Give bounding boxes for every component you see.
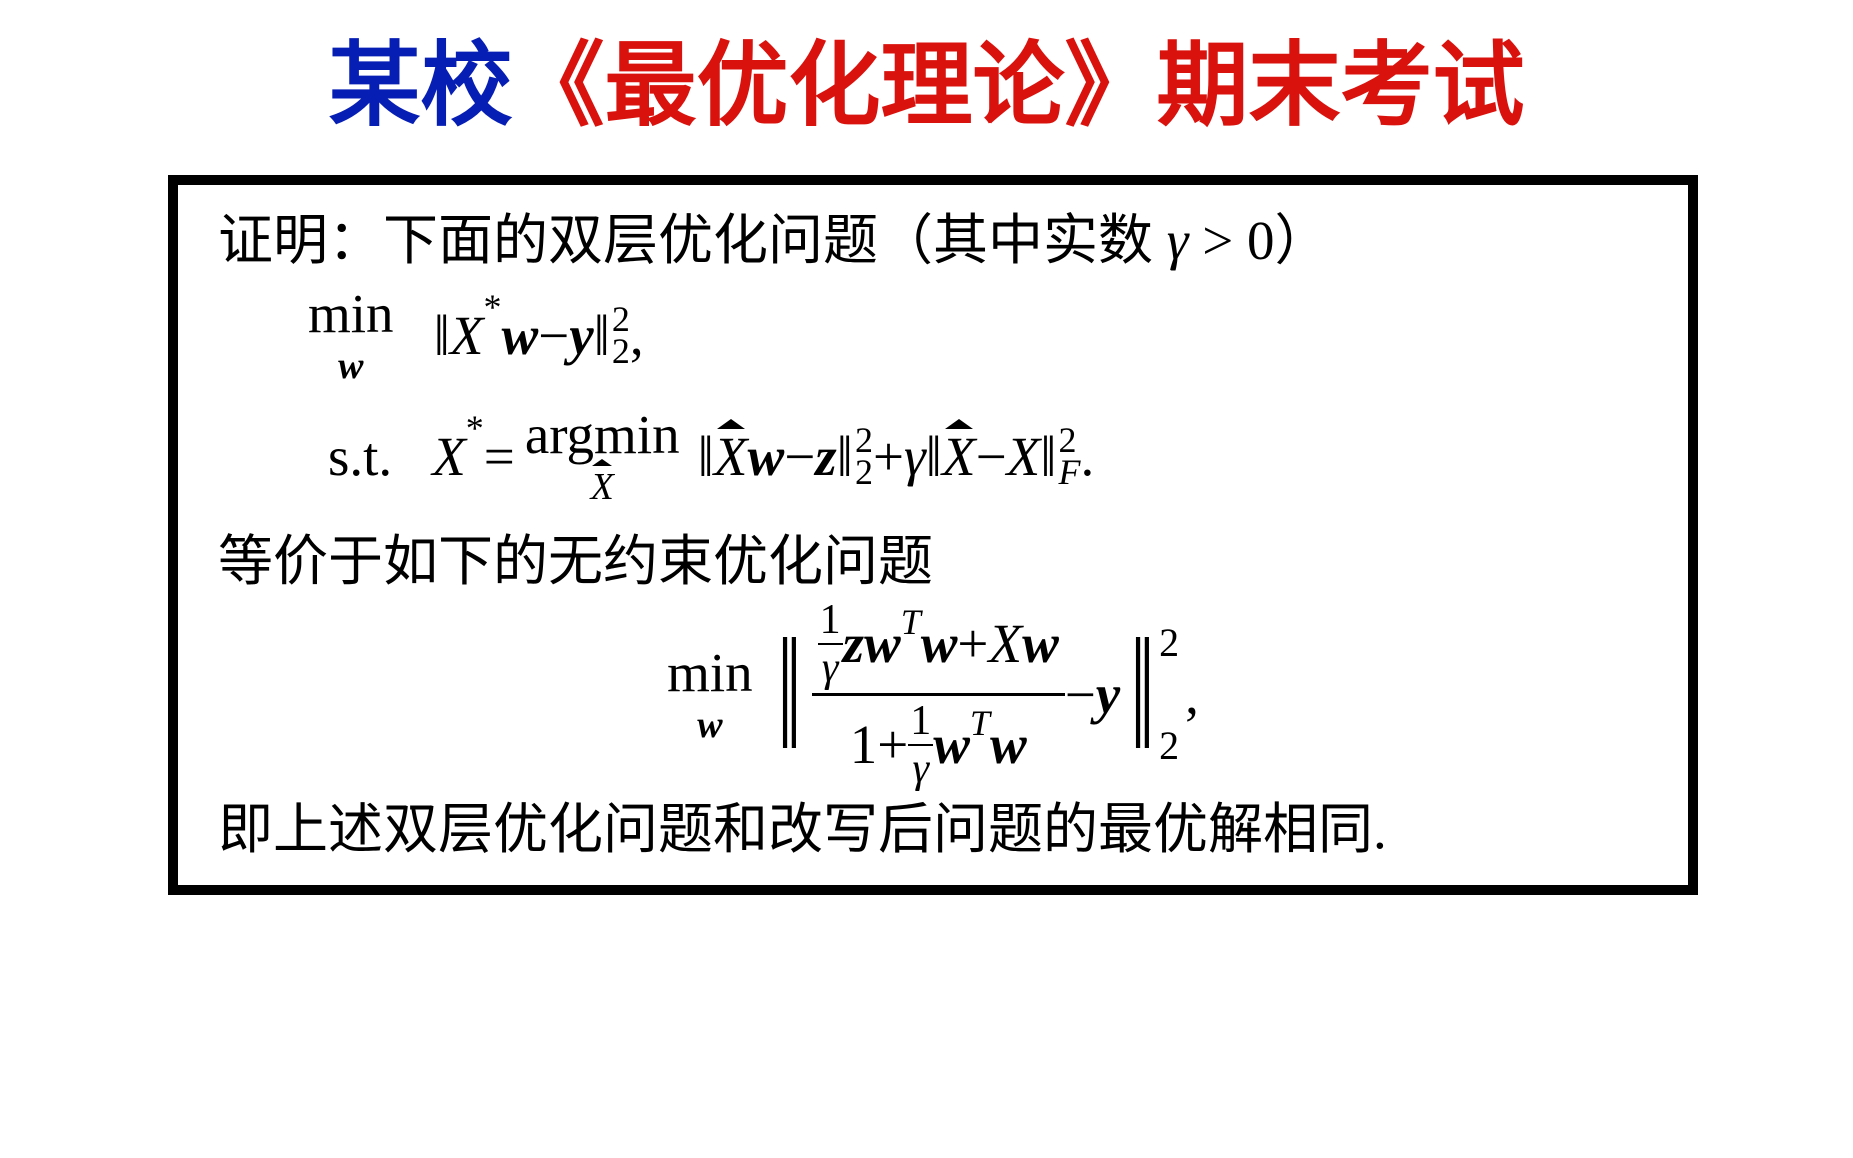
var-X: X (450, 304, 484, 367)
norm-open-icon: ‖ (434, 302, 450, 369)
line-equiv: 等价于如下的无约束优化问题 (218, 528, 1648, 597)
title-part-2: 《最优化理论》期末考试 (513, 35, 1525, 137)
den-T: T (970, 705, 990, 741)
norm-close-3-icon: ‖ (1040, 423, 1056, 490)
line-intro: 证明：下面的双层优化问题（其中实数 γ > 0） (218, 207, 1648, 276)
argmin-label: argmin (525, 407, 680, 462)
equiv-body: 1 γ z wT w + X w 1 + (812, 599, 1121, 790)
star-sup-2: * (466, 407, 484, 449)
num-wT: w (864, 616, 901, 671)
one-over-gamma-1: 1 γ (818, 599, 843, 689)
fraction-numerator: 1 γ z wT w + X w (812, 599, 1065, 693)
min-sub-2: w (697, 700, 722, 744)
constraint-body: X* = argmin X ‖ X w − z ‖ 2 2 + γ (432, 407, 1094, 506)
one-over-gamma-2: 1 γ (908, 700, 933, 790)
min-operator: min w (308, 286, 394, 385)
slide-title: 某校《最优化理论》期末考试 (0, 40, 1853, 132)
sf-num-2: 1 (908, 700, 933, 744)
var-X-plain: X (1007, 425, 1041, 488)
intro-suffix: ） (1274, 210, 1329, 271)
conclusion-text: 即上述双层优化问题和改写后问题的最优解相同. (218, 799, 1387, 860)
min-operator-2: min w (667, 645, 753, 744)
norm-close-icon: ‖ (594, 302, 610, 369)
bignorm-sub: 2 (1159, 722, 1179, 769)
norm-open-3-icon: ‖ (926, 423, 942, 490)
gamma-2: γ (904, 425, 926, 488)
equiv-y: y (1096, 663, 1120, 726)
den-plus: + (877, 717, 908, 772)
minus-2: − (784, 425, 815, 488)
main-fraction: 1 γ z wT w + X w 1 + (812, 599, 1065, 790)
num-X: X (988, 616, 1022, 671)
norm2-sub: 2 (855, 456, 873, 488)
num-plus: + (957, 616, 988, 671)
equiv-text: 等价于如下的无约束优化问题 (218, 531, 933, 592)
equals-sign: = (484, 425, 515, 488)
slide-page: 某校《最优化理论》期末考试 证明：下面的双层优化问题（其中实数 γ > 0） m… (0, 0, 1853, 1158)
num-z: z (843, 616, 864, 671)
norm-sub: 2 (612, 335, 630, 367)
title-part-1: 某校 (328, 35, 512, 137)
minus-3: − (976, 425, 1007, 488)
var-Xhat-2: X (942, 425, 976, 488)
var-w-2: w (748, 425, 785, 488)
equiv-minus: − (1065, 663, 1096, 726)
argmin-sub: X (591, 462, 614, 506)
fraction-denominator: 1 + 1 γ wT w (844, 696, 1033, 790)
gt-zero: > 0 (1188, 210, 1274, 271)
plus-sign: + (873, 425, 904, 488)
min-label-2: min (667, 645, 753, 700)
constraint-row: s.t. X* = argmin X ‖ X w − z ‖ 2 2 (218, 407, 1648, 506)
argmin-operator: argmin X (525, 407, 680, 506)
big-norm-open-icon: ‖ (777, 614, 802, 774)
line-conclusion: 即上述双层优化问题和改写后问题的最优解相同. (218, 796, 1648, 865)
num-w2: w (921, 616, 958, 671)
norm3-subF: F (1059, 456, 1081, 488)
problem-box: 证明：下面的双层优化问题（其中实数 γ > 0） min w ‖ X* w − … (168, 175, 1698, 895)
comma: , (630, 304, 644, 367)
num-T: T (901, 604, 921, 640)
den-one: 1 (850, 717, 878, 772)
big-norm-close-icon: ‖ (1130, 614, 1155, 774)
equivalent-objective: min w ‖ 1 γ z wT w (218, 599, 1648, 790)
bignorm-sup: 2 (1159, 619, 1179, 666)
st-label: s.t. (328, 425, 392, 488)
gamma-symbol: γ (1167, 210, 1189, 271)
var-w: w (501, 304, 538, 367)
den-wT: w (933, 717, 970, 772)
norm-open-2-icon: ‖ (698, 423, 714, 490)
num-w3: w (1022, 616, 1059, 671)
var-X2: X (432, 425, 466, 488)
period: . (1081, 425, 1095, 488)
outer-body: ‖ X* w − y ‖ 2 2 , (434, 302, 644, 369)
var-Xhat: X (714, 425, 748, 488)
norm-close-2-icon: ‖ (837, 423, 853, 490)
var-y: y (569, 304, 593, 367)
minus-sign: − (538, 304, 569, 367)
min-label: min (308, 286, 394, 341)
den-w2: w (990, 717, 1027, 772)
sf-num-1: 1 (818, 599, 843, 643)
equiv-comma: , (1185, 663, 1199, 726)
outer-objective: min w ‖ X* w − y ‖ 2 2 , (218, 286, 1648, 385)
intro-text: 证明：下面的双层优化问题（其中实数 (218, 210, 1167, 271)
sf-den-1: γ (820, 645, 841, 689)
star-sup: * (483, 286, 501, 328)
sf-den-2: γ (910, 746, 931, 790)
var-z: z (815, 425, 836, 488)
min-subscript: w (338, 341, 363, 385)
